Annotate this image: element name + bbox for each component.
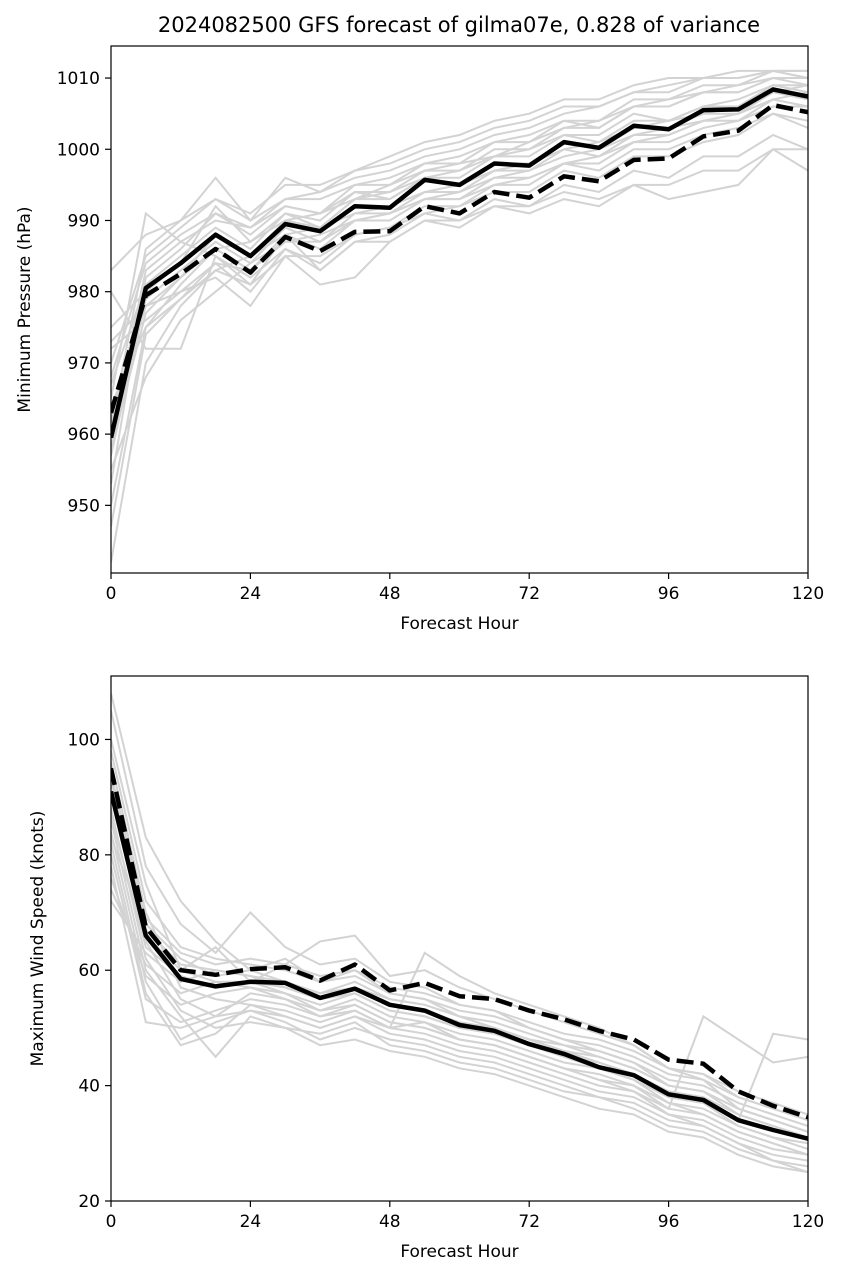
wind-panel: 0 24 48 72 96 120 20 40 60 80 100 Forecast Hour M… [28, 675, 824, 1262]
pressure-y-tick-label: 1010 [57, 69, 100, 89]
pressure-member-line-15 [111, 76, 808, 485]
pressure-axes-frame [110, 45, 809, 574]
wind-y-tick-label: 20 [78, 1192, 100, 1212]
wind-x-tick-label: 72 [518, 1212, 540, 1232]
pressure-member-line-16 [111, 98, 808, 456]
wind-main-lines [111, 767, 808, 1141]
pressure-y-tick-label: 980 [68, 283, 100, 303]
pressure-y-tick-label: 950 [68, 496, 100, 516]
pressure-main-lines [111, 87, 808, 439]
wind-y-tick-label: 60 [78, 961, 100, 981]
wind-member-lines [111, 693, 808, 1174]
wind-x-tick-label: 120 [792, 1212, 824, 1232]
pressure-y-ticks: 950 960 970 980 990 1000 1010 [57, 69, 111, 516]
pressure-member-line-6 [111, 69, 808, 364]
pressure-x-ticks: 0 24 48 72 96 120 [106, 573, 824, 604]
wind-x-tick-label: 0 [106, 1212, 117, 1232]
pressure-y-tick-label: 1000 [57, 140, 100, 160]
pressure-dashed-line [111, 102, 808, 414]
pressure-x-tick-label: 48 [379, 584, 401, 604]
wind-member-line-12 [111, 866, 808, 1122]
pressure-x-tick-label: 0 [106, 584, 117, 604]
wind-member-line-7 [111, 808, 808, 1174]
pressure-y-tick-label: 990 [68, 211, 100, 231]
pressure-member-line-20 [111, 112, 808, 407]
pressure-x-tick-label: 120 [792, 584, 824, 604]
wind-y-ticks: 20 40 60 80 100 [68, 730, 111, 1212]
wind-member-line-6 [111, 796, 808, 1162]
wind-axes-frame [110, 675, 809, 1202]
pressure-member-line-13 [111, 148, 808, 350]
wind-solid-line [111, 790, 808, 1141]
chart-title: 2024082500 GFS forecast of gilma07e, 0.8… [158, 13, 760, 37]
wind-x-tick-label: 24 [240, 1212, 262, 1232]
pressure-member-line-11 [111, 148, 808, 421]
wind-y-tick-label: 100 [68, 730, 100, 750]
wind-x-tick-label: 96 [658, 1212, 680, 1232]
wind-member-line-16 [111, 750, 808, 1122]
wind-member-line-10 [111, 843, 808, 1111]
pressure-panel: 0 24 48 72 96 120 950 960 970 980 990 1000 1010 For… [15, 45, 824, 634]
pressure-y-tick-label: 960 [68, 425, 100, 445]
wind-y-tick-label: 80 [78, 846, 100, 866]
wind-dashed-line [111, 767, 808, 1120]
wind-member-line-8 [111, 819, 808, 1168]
wind-member-line-14 [111, 889, 808, 1133]
wind-member-line-17 [111, 773, 808, 1116]
wind-x-ticks: 0 24 48 72 96 120 [106, 1201, 824, 1232]
pressure-member-line-17 [111, 69, 808, 378]
pressure-x-tick-label: 72 [518, 584, 540, 604]
wind-member-line-9 [111, 831, 808, 1156]
wind-member-line-20 [111, 791, 808, 1133]
pressure-y-tick-label: 970 [68, 354, 100, 374]
wind-y-tick-label: 40 [78, 1077, 100, 1097]
pressure-x-axis-label: Forecast Hour [400, 614, 518, 634]
pressure-y-axis-label: Minimum Pressure (hPa) [15, 206, 35, 412]
pressure-member-line-9 [111, 69, 808, 271]
pressure-x-tick-label: 24 [240, 584, 262, 604]
wind-x-tick-label: 48 [379, 1212, 401, 1232]
pressure-x-tick-label: 96 [658, 584, 680, 604]
wind-y-axis-label: Maximum Wind Speed (knots) [28, 811, 48, 1067]
pressure-solid-line [111, 87, 808, 439]
pressure-member-lines [111, 69, 808, 563]
wind-x-axis-label: Forecast Hour [400, 1242, 518, 1262]
pressure-member-line-19 [111, 69, 808, 428]
